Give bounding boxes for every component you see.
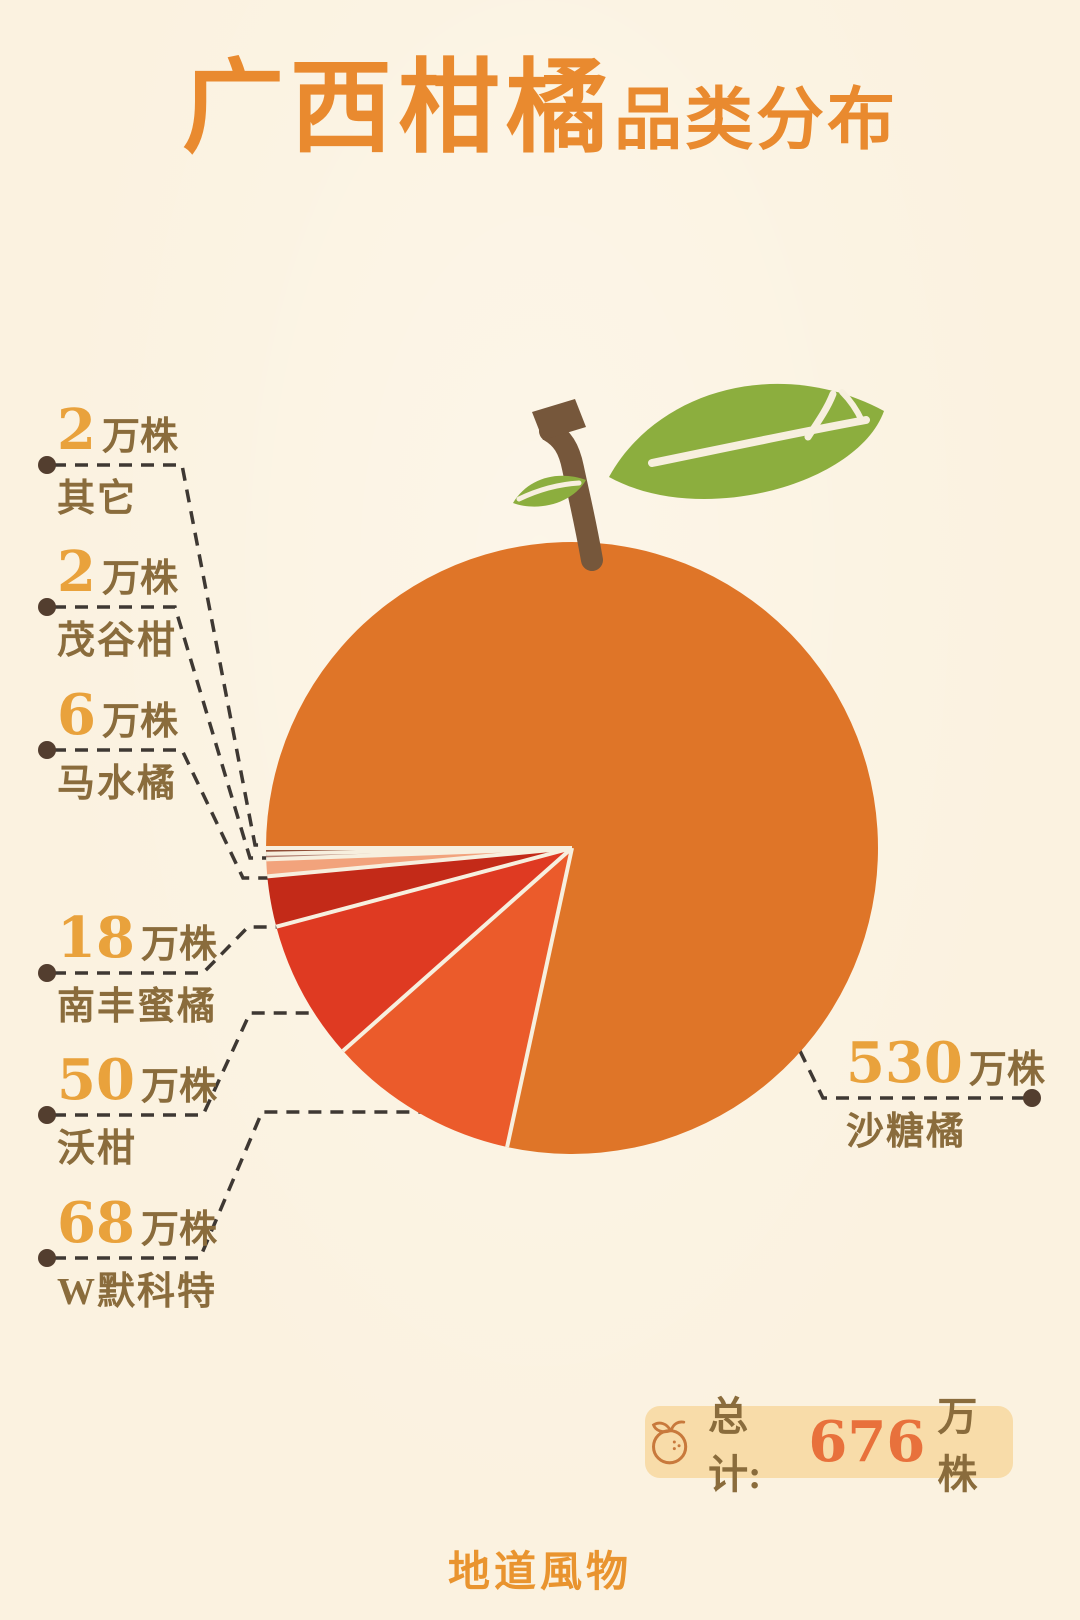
total-label: 总计: xyxy=(708,1394,762,1497)
slice-separator-line xyxy=(341,846,574,1053)
page-title: 广西柑橘 品类分布 xyxy=(0,26,1080,173)
leader-dot xyxy=(1023,1089,1041,1107)
callout-value: 2 万株 xyxy=(57,402,178,458)
callout-label-nanfengmiju: 18 万株 南丰蜜橘 xyxy=(57,910,217,1026)
value-number: 50 xyxy=(57,1047,135,1113)
leader-line-nanfengmiju xyxy=(53,925,289,975)
variety-name: 沙糖橘 xyxy=(846,1111,967,1153)
slice-separator-line xyxy=(275,846,573,929)
leader-line-wogan xyxy=(53,1011,317,1117)
value-number: 68 xyxy=(57,1190,135,1256)
value-number: 6 xyxy=(57,682,96,748)
page-title-main: 广西柑橘 xyxy=(181,53,614,166)
variety-name: 茂谷柑 xyxy=(57,620,178,662)
leader-line-mashuiju xyxy=(53,748,280,880)
callout-label-maoguan: 2 万株 茂谷柑 xyxy=(57,544,178,660)
total-summary-box: 总计: 676 万株 xyxy=(645,1394,1013,1497)
footer-brand: 地道風物 xyxy=(447,1550,632,1596)
slice-separator-line xyxy=(266,846,573,862)
value-number: 18 xyxy=(57,905,135,971)
pie-slice-W默科特 xyxy=(343,848,572,1147)
value-number: 2 xyxy=(57,397,96,463)
value-unit: 万株 xyxy=(140,1209,217,1251)
leader-dot xyxy=(38,1106,56,1124)
value-number: 530 xyxy=(846,1030,963,1096)
slice-separator-line xyxy=(505,847,574,1148)
variety-name: 南丰蜜橘 xyxy=(57,986,218,1028)
leader-dot xyxy=(38,741,56,759)
variety-name: W默科特 xyxy=(57,1271,218,1313)
value-number: 2 xyxy=(57,539,96,605)
big-leaf-icon xyxy=(609,383,884,500)
callout-value: 68 万株 xyxy=(57,1195,217,1251)
callout-value: 2 万株 xyxy=(57,544,178,600)
callout-label-qita: 2 万株 其它 xyxy=(57,402,178,518)
callout-label-wogan: 50 万株 沃柑 xyxy=(57,1052,217,1168)
slice-separator-line xyxy=(267,846,573,879)
callout-value: 530 万株 xyxy=(846,1035,1045,1091)
orange-fruit-outline-icon xyxy=(651,1420,688,1465)
total-unit: 万株 xyxy=(937,1394,978,1497)
variety-name: 沃柑 xyxy=(57,1128,138,1170)
callout-label-wmokete: 68 万株 W默科特 xyxy=(57,1195,217,1311)
variety-name: 其它 xyxy=(57,478,138,520)
leader-dot xyxy=(38,964,56,982)
value-unit: 万株 xyxy=(101,701,178,743)
callout-value: 50 万株 xyxy=(57,1052,217,1108)
pie-slice-沃柑 xyxy=(276,848,572,1051)
small-leaf-icon xyxy=(513,475,586,507)
callout-value: 6 万株 xyxy=(57,687,178,743)
page-title-sub: 品类分布 xyxy=(613,82,898,158)
leader-lines xyxy=(53,463,1025,1260)
leader-dot xyxy=(38,1249,56,1267)
stem-icon xyxy=(532,399,603,571)
leader-line-shatangju xyxy=(797,1048,1025,1100)
callout-label-shatangju: 530 万株 沙糖橘 xyxy=(846,1035,1045,1151)
callout-label-mashuiju: 6 万株 马水橘 xyxy=(57,687,178,803)
leader-line-wmokete xyxy=(53,1110,434,1260)
value-unit: 万株 xyxy=(140,924,217,966)
leader-dot xyxy=(38,598,56,616)
value-unit: 万株 xyxy=(140,1066,217,1108)
value-unit: 万株 xyxy=(968,1049,1045,1091)
value-unit: 万株 xyxy=(101,558,178,600)
variety-name: 马水橘 xyxy=(57,763,178,805)
leader-dot xyxy=(38,456,56,474)
total-value: 676 xyxy=(808,1409,926,1475)
value-unit: 万株 xyxy=(101,416,178,458)
leader-line-maoguan xyxy=(53,605,278,860)
leader-dots xyxy=(38,456,1041,1267)
callout-value: 18 万株 xyxy=(57,910,217,966)
pie-separators-group xyxy=(266,846,574,1148)
